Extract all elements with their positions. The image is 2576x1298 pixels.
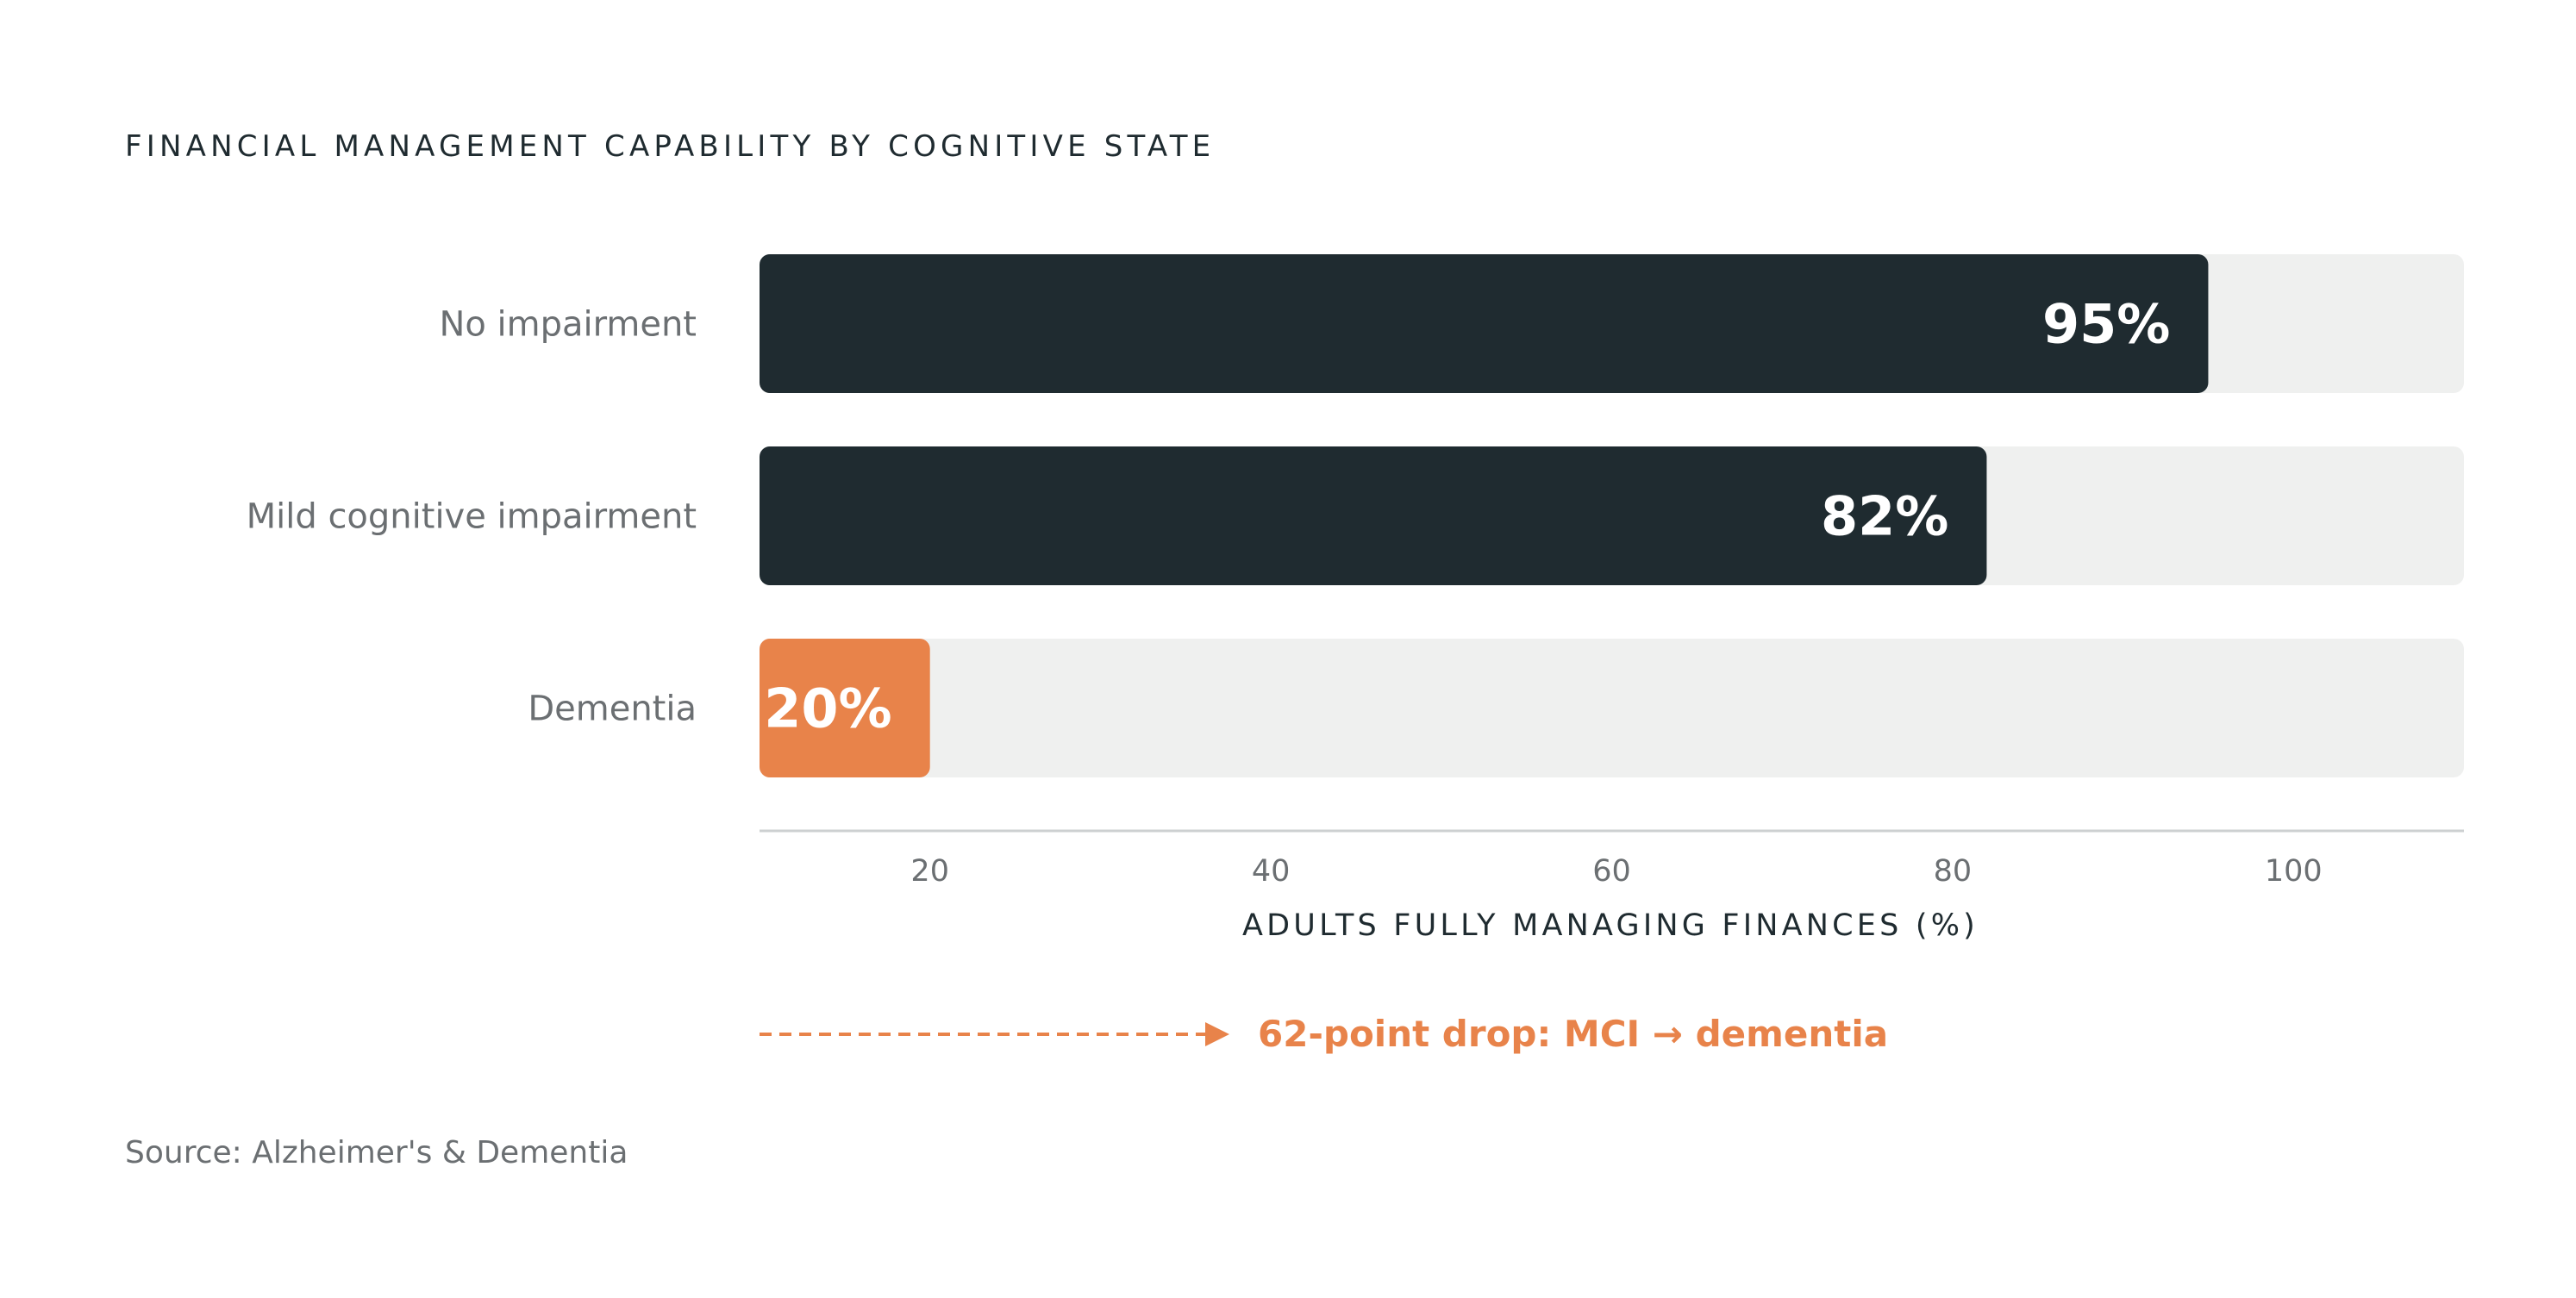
value-label-dementia: 20% (764, 677, 891, 740)
ticks-layer: 20 40 60 80 100 (910, 854, 2322, 889)
x-tick-label-40: 40 (1252, 854, 1291, 889)
bar-mild-cognitive-impairment (760, 446, 1987, 585)
chart-title: FINANCIAL MANAGEMENT CAPABILITY BY COGNI… (125, 129, 1215, 164)
value-label-no-impairment: 95% (2042, 293, 2170, 356)
category-label-no-impairment: No impairment (439, 305, 697, 345)
bar-no-impairment (760, 254, 2209, 393)
category-label-dementia: Dementia (528, 690, 697, 729)
x-axis-title: ADULTS FULLY MANAGING FINANCES (%) (1242, 908, 1979, 943)
x-tick-label-100: 100 (2265, 854, 2323, 889)
annotation-arrow-head (1205, 1022, 1229, 1046)
bars-layer: No impairment 95% Mild cognitive impairmen… (247, 254, 2464, 777)
x-tick-label-80: 80 (1934, 854, 1973, 889)
bar-track-dementia (760, 639, 2464, 777)
bar-dementia (760, 639, 930, 777)
x-tick-label-20: 20 (910, 854, 949, 889)
annotation: 62-point drop: MCI → dementia (760, 1013, 1888, 1055)
category-label-mild-cognitive-impairment: Mild cognitive impairment (247, 497, 697, 537)
value-label-mild-cognitive-impairment: 82% (1821, 485, 1948, 548)
x-tick-label-60: 60 (1592, 854, 1631, 889)
annotation-text: 62-point drop: MCI → dementia (1258, 1013, 1888, 1055)
source-note: Source: Alzheimer's & Dementia (125, 1135, 628, 1170)
